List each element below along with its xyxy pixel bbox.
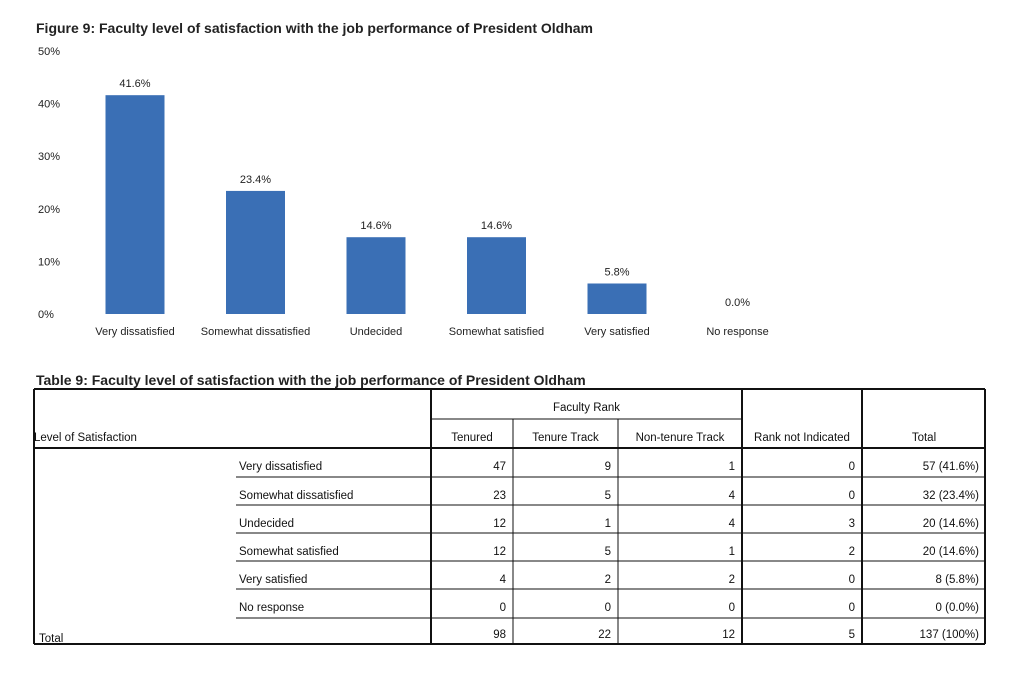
table-cell: 1 xyxy=(728,461,735,473)
table-cell: 47 xyxy=(493,461,506,473)
x-tick-label: Undecided xyxy=(350,326,403,338)
data-label: 5.8% xyxy=(604,266,629,278)
table-cell: 57 (41.6%) xyxy=(922,461,979,473)
bar xyxy=(587,283,647,314)
table-cell: 20 (14.6%) xyxy=(922,518,979,530)
row-label: Somewhat satisfied xyxy=(239,546,339,558)
table-cell: 0 xyxy=(499,602,506,614)
data-label: 23.4% xyxy=(240,174,271,186)
bar-chart: 0% 10% 20% 30% 40% 50% 41.6% Very dissatisfied 2… xyxy=(38,46,769,338)
y-tick-label: 10% xyxy=(38,256,60,268)
table-grid xyxy=(33,388,986,645)
bar xyxy=(105,95,165,315)
table-cell: 0 xyxy=(848,602,855,614)
column-header: Non-tenure Track xyxy=(635,432,725,444)
x-tick-label: No response xyxy=(706,326,768,338)
bar xyxy=(467,237,526,314)
table-cell: 3 xyxy=(848,518,855,530)
table-cell: 1 xyxy=(604,518,611,530)
total-cell: 5 xyxy=(848,629,855,641)
column-header: Tenured xyxy=(451,432,493,444)
table-cell: 20 (14.6%) xyxy=(922,546,979,558)
table-cell: 1 xyxy=(728,546,735,558)
table-cell: 0 xyxy=(604,602,611,614)
satisfaction-table: Level of Satisfaction Faculty Rank Tenured… xyxy=(33,388,986,645)
x-tick-label: Somewhat dissatisfied xyxy=(201,326,310,338)
total-cell: 137 (100%) xyxy=(919,629,979,641)
total-cell: 22 xyxy=(598,629,611,641)
table-cell: 0 xyxy=(848,461,855,473)
table-cell: 32 (23.4%) xyxy=(922,490,979,502)
y-tick-label: 40% xyxy=(38,99,60,111)
y-tick-label: 50% xyxy=(38,46,60,58)
table-cell: 2 xyxy=(604,574,611,586)
row-label: Undecided xyxy=(239,518,294,530)
table-cell: 4 xyxy=(728,518,735,530)
table-cell: 5 xyxy=(604,546,611,558)
total-row-label: Total xyxy=(39,633,64,645)
table-cell: 0 xyxy=(728,602,735,614)
group-header: Faculty Rank xyxy=(552,402,621,414)
table-cell: 5 xyxy=(604,490,611,502)
total-cell: 98 xyxy=(493,629,506,641)
table-cell: 2 xyxy=(728,574,735,586)
bar xyxy=(226,190,285,314)
figure-title: Figure 9: Faculty level of satisfaction … xyxy=(36,20,593,36)
table-cell: 0 (0.0%) xyxy=(935,602,979,614)
y-tick-label: 20% xyxy=(38,204,60,216)
table-cell: 4 xyxy=(499,574,506,586)
table-cell: 4 xyxy=(728,490,735,502)
data-label: 14.6% xyxy=(481,220,512,232)
bar xyxy=(346,237,406,314)
data-label: 41.6% xyxy=(119,78,150,90)
column-header: Tenure Track xyxy=(532,432,599,444)
data-label: 14.6% xyxy=(360,220,391,232)
table-cell: 12 xyxy=(493,546,506,558)
table-cell: 9 xyxy=(604,461,611,473)
table-title: Table 9: Faculty level of satisfaction w… xyxy=(36,372,586,388)
column-header: Total xyxy=(911,432,937,444)
x-tick-label: Somewhat satisfied xyxy=(449,326,544,338)
y-tick-label: 0% xyxy=(38,309,54,321)
data-label: 0.0% xyxy=(725,297,750,309)
row-label: No response xyxy=(239,602,305,614)
row-label: Somewhat dissatisfied xyxy=(239,490,354,502)
table-cell: 0 xyxy=(848,490,855,502)
total-cell: 12 xyxy=(722,629,735,641)
table-cell: 12 xyxy=(493,518,506,530)
x-tick-label: Very dissatisfied xyxy=(95,326,174,338)
row-header: Level of Satisfaction xyxy=(34,432,137,444)
column-header: Rank not Indicated xyxy=(754,432,850,444)
table-cell: 2 xyxy=(848,546,855,558)
row-label: Very dissatisfied xyxy=(239,461,323,473)
table-cell: 23 xyxy=(493,490,506,502)
table-cell: 0 xyxy=(848,574,855,586)
row-label: Very satisfied xyxy=(239,574,308,586)
table-cell: 8 (5.8%) xyxy=(935,574,979,586)
y-tick-label: 30% xyxy=(38,151,60,163)
x-tick-label: Very satisfied xyxy=(584,326,649,338)
